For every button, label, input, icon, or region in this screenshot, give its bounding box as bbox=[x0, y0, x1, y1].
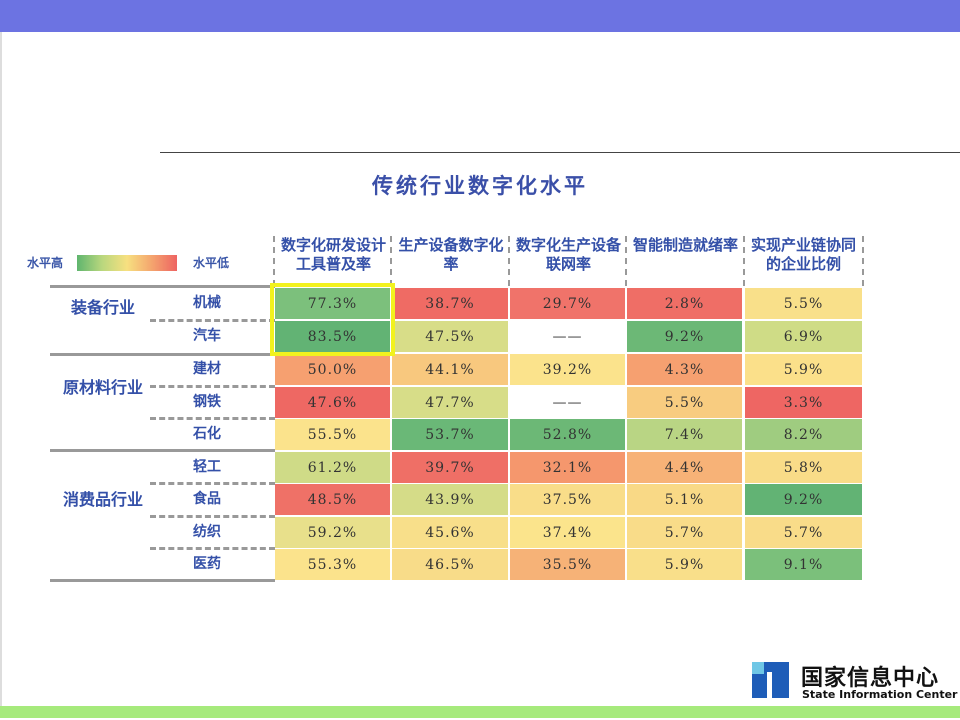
table-cell: 83.5% bbox=[275, 321, 390, 352]
table-cell: 5.9% bbox=[627, 549, 742, 580]
table-cell: 47.6% bbox=[275, 387, 390, 418]
table-cell: —— bbox=[510, 387, 625, 418]
title-rule bbox=[160, 152, 960, 153]
table-cell: 35.5% bbox=[510, 549, 625, 580]
table-cell: 9.2% bbox=[627, 321, 742, 352]
table-cell: 6.9% bbox=[745, 321, 862, 352]
table-cell: 47.5% bbox=[392, 321, 508, 352]
industry-label: 医药 bbox=[193, 556, 221, 572]
table-cell: 2.8% bbox=[627, 288, 742, 319]
table-cell: 3.3% bbox=[745, 387, 862, 418]
table-cell: 39.2% bbox=[510, 354, 625, 385]
logo-chinese-name: 国家信息中心 bbox=[801, 666, 940, 691]
column-header: 实现产业链协同的企业比例 bbox=[743, 236, 864, 286]
industry-label: 纺织 bbox=[193, 524, 221, 540]
table-cell: 9.1% bbox=[745, 549, 862, 580]
table-cell: 9.2% bbox=[745, 484, 862, 515]
table-cell: —— bbox=[510, 321, 625, 352]
table-cell: 5.7% bbox=[627, 517, 742, 548]
group-divider bbox=[50, 285, 275, 288]
table-cell: 43.9% bbox=[392, 484, 508, 515]
row-divider bbox=[150, 385, 275, 388]
table-cell: 39.7% bbox=[392, 452, 508, 483]
legend-low-label: 水平低 bbox=[193, 256, 230, 270]
industry-label: 石化 bbox=[193, 426, 221, 442]
table-cell: 5.8% bbox=[745, 452, 862, 483]
table-bottom-rule bbox=[50, 579, 275, 582]
industry-label: 钢铁 bbox=[193, 394, 221, 410]
legend-high-label: 水平高 bbox=[27, 256, 64, 270]
group-label: 原材料行业 bbox=[62, 378, 143, 397]
sic-logo-icon bbox=[752, 662, 789, 698]
table-cell: 4.4% bbox=[627, 452, 742, 483]
industry-label: 食品 bbox=[193, 491, 221, 507]
table-cell: 5.5% bbox=[627, 387, 742, 418]
table-cell: 32.1% bbox=[510, 452, 625, 483]
table-cell: 8.2% bbox=[745, 419, 862, 450]
top-banner bbox=[0, 0, 960, 32]
group-label: 消费品行业 bbox=[62, 490, 143, 509]
column-header: 数字化生产设备联网率 bbox=[508, 236, 627, 286]
logo-english-name: State Information Center bbox=[802, 688, 958, 701]
column-header: 数字化研发设计工具普及率 bbox=[273, 236, 392, 286]
table-cell: 37.5% bbox=[510, 484, 625, 515]
row-divider bbox=[150, 515, 275, 518]
bottom-banner bbox=[0, 706, 960, 718]
industry-label: 汽车 bbox=[193, 328, 221, 344]
table-cell: 5.1% bbox=[627, 484, 742, 515]
table-cell: 37.4% bbox=[510, 517, 625, 548]
table-cell: 46.5% bbox=[392, 549, 508, 580]
table-cell: 29.7% bbox=[510, 288, 625, 319]
table-cell: 5.7% bbox=[745, 517, 862, 548]
row-divider bbox=[150, 547, 275, 550]
row-divider bbox=[150, 482, 275, 485]
table-cell: 47.7% bbox=[392, 387, 508, 418]
highlight-box bbox=[270, 283, 395, 356]
table-cell: 7.4% bbox=[627, 419, 742, 450]
row-divider bbox=[150, 417, 275, 420]
table-cell: 55.5% bbox=[275, 419, 390, 450]
table-cell: 5.9% bbox=[745, 354, 862, 385]
industry-label: 机械 bbox=[193, 295, 221, 311]
table-cell: 4.3% bbox=[627, 354, 742, 385]
row-divider bbox=[150, 319, 275, 322]
column-header: 智能制造就绪率 bbox=[625, 236, 744, 286]
table-cell: 44.1% bbox=[392, 354, 508, 385]
industry-label: 建材 bbox=[193, 361, 221, 377]
table-cell: 45.6% bbox=[392, 517, 508, 548]
page-title: 传统行业数字化水平 bbox=[372, 173, 588, 198]
table-cell: 38.7% bbox=[392, 288, 508, 319]
table-cell: 55.3% bbox=[275, 549, 390, 580]
legend-gradient bbox=[77, 255, 177, 271]
table-cell: 53.7% bbox=[392, 419, 508, 450]
left-border bbox=[0, 32, 2, 712]
table-cell: 61.2% bbox=[275, 452, 390, 483]
table-cell: 52.8% bbox=[510, 419, 625, 450]
industry-label: 轻工 bbox=[193, 459, 221, 475]
group-divider bbox=[50, 353, 275, 356]
column-header: 生产设备数字化率 bbox=[390, 236, 510, 286]
table-cell: 59.2% bbox=[275, 517, 390, 548]
table-cell: 48.5% bbox=[275, 484, 390, 515]
table-cell: 5.5% bbox=[745, 288, 862, 319]
table-cell: 77.3% bbox=[275, 288, 390, 319]
table-cell: 50.0% bbox=[275, 354, 390, 385]
group-label: 装备行业 bbox=[70, 298, 135, 317]
group-divider bbox=[50, 449, 275, 452]
